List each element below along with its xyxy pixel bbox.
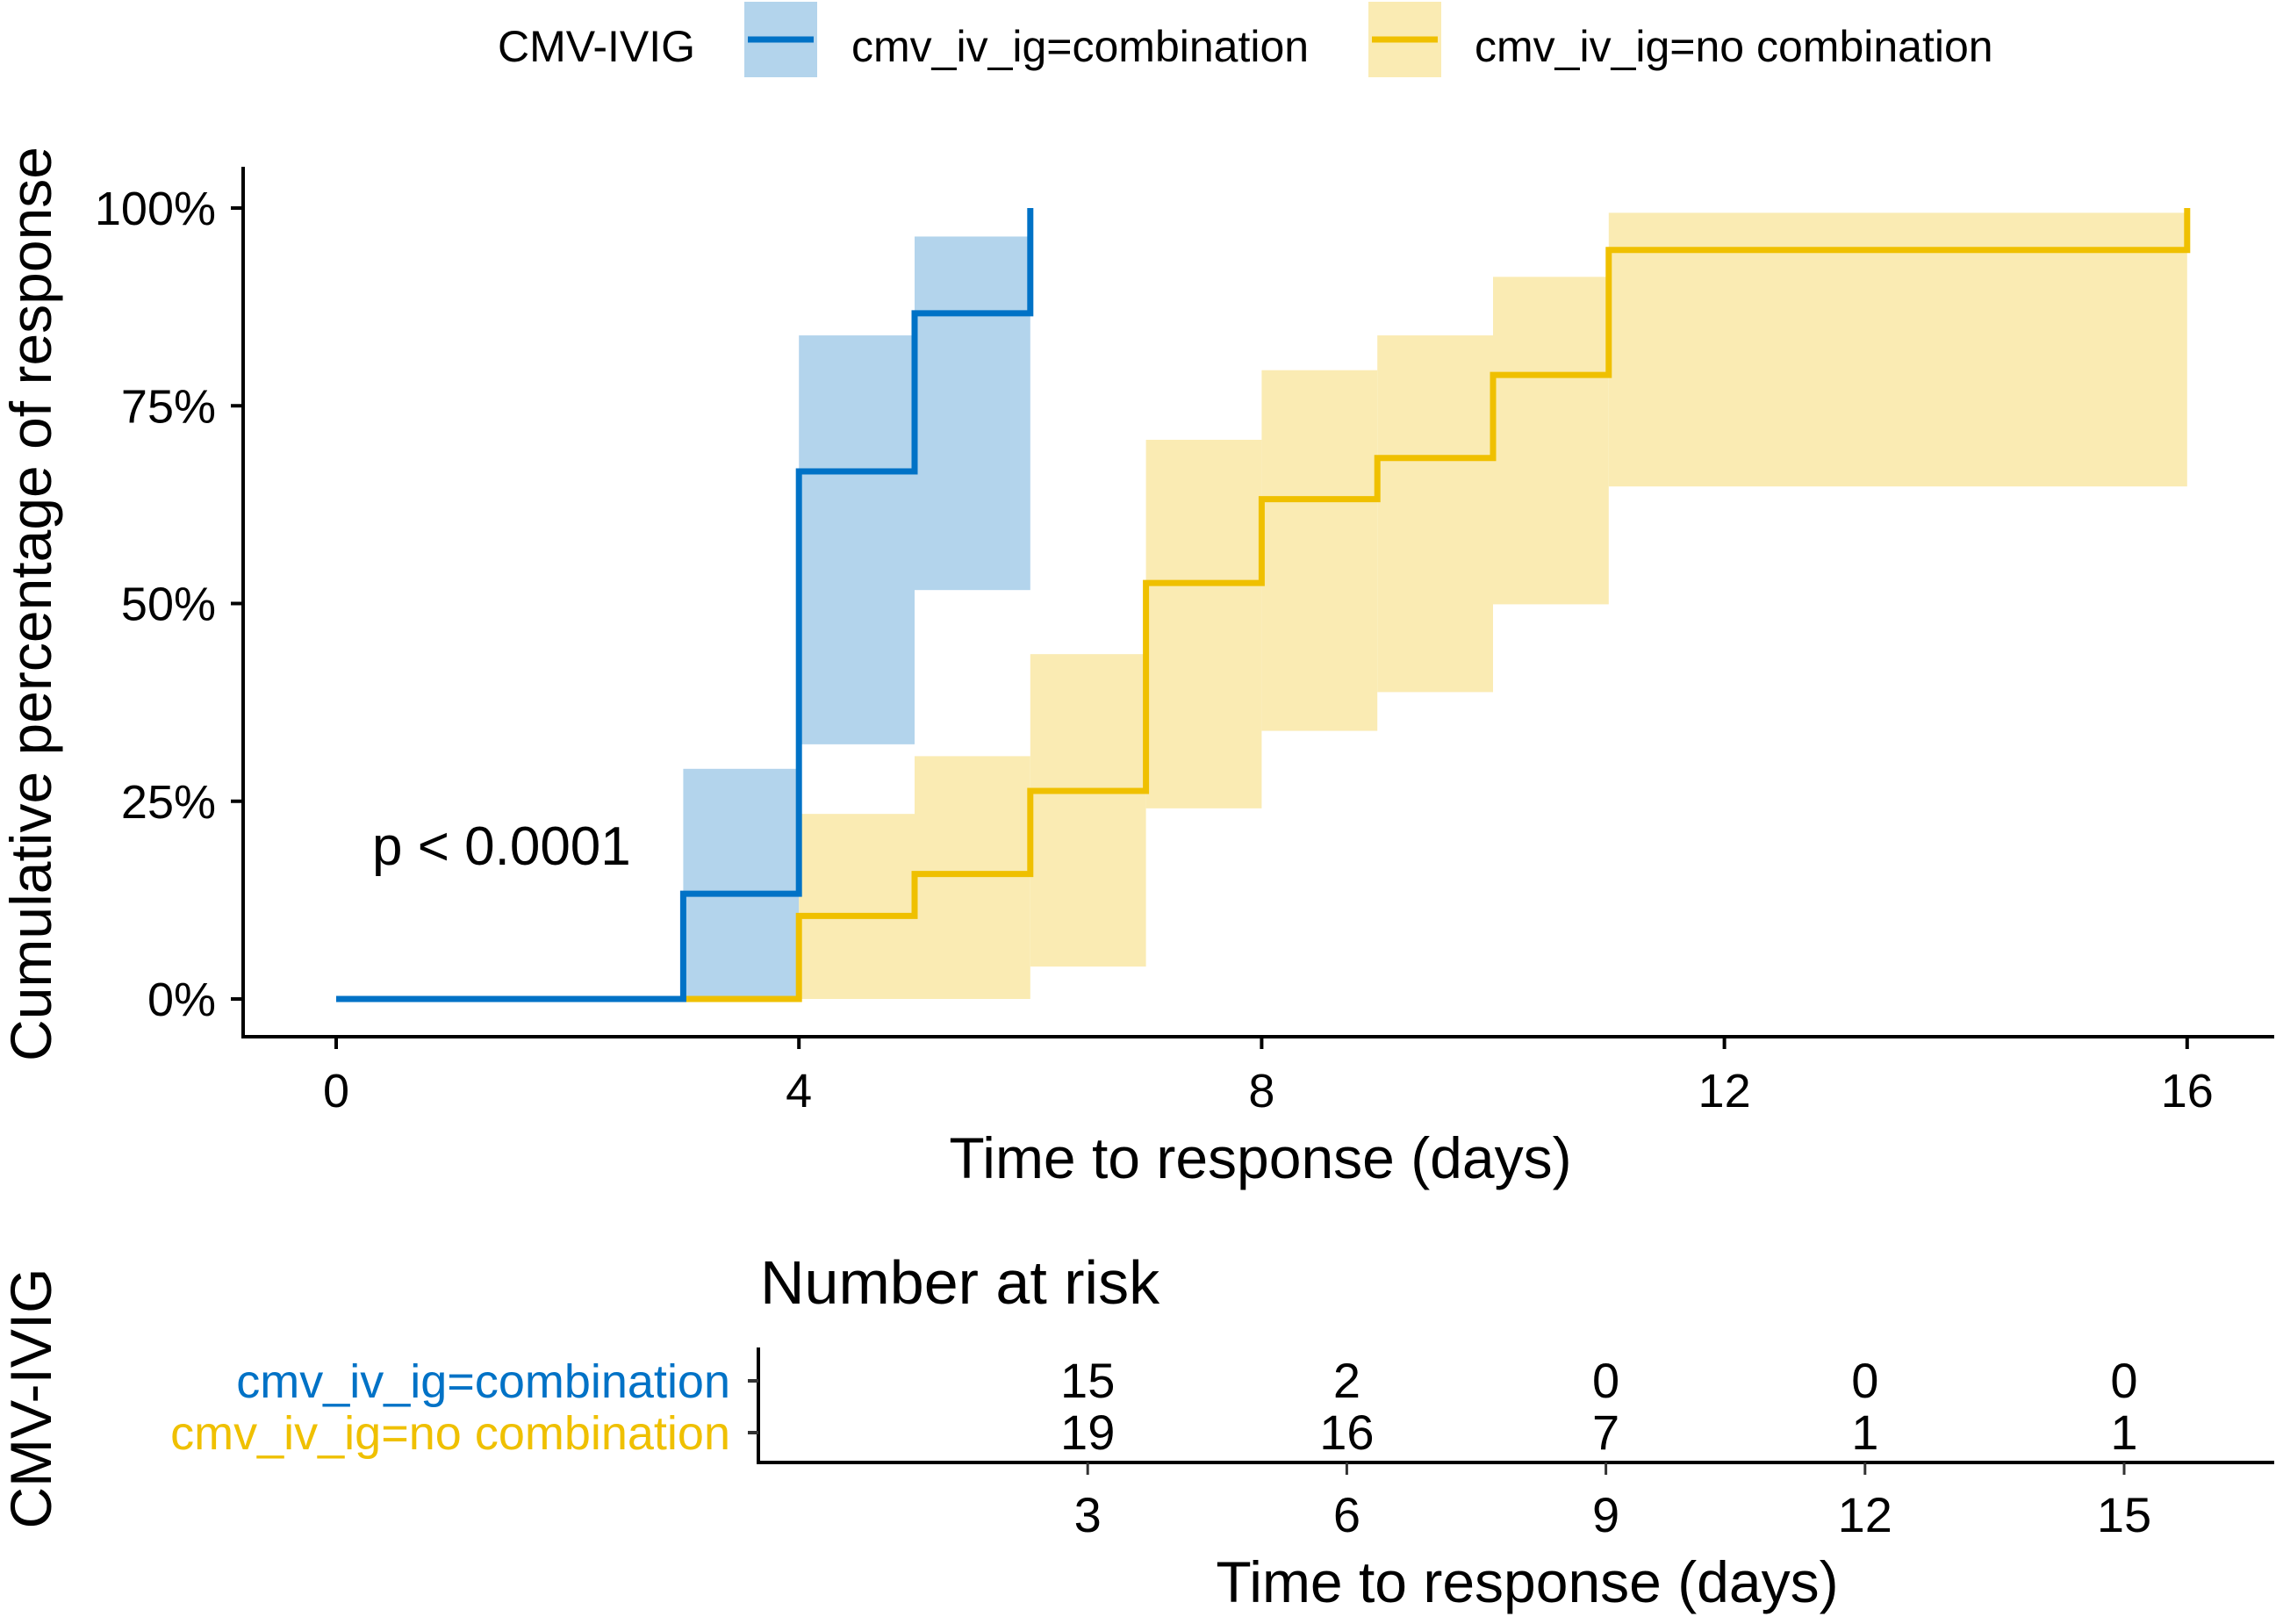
- x-tick-label: 12: [1698, 1065, 1751, 1117]
- ci-band-no-combination: [1377, 335, 1493, 693]
- risk-x-tick-label: 12: [1838, 1487, 1892, 1542]
- ci-band-no-combination: [915, 756, 1030, 999]
- ci-band-no-combination: [1493, 277, 1609, 605]
- risk-table: Number at risk CMV-IVIG cmv_iv_ig=combin…: [0, 1248, 2274, 1614]
- y-tick-label: 75%: [121, 380, 216, 433]
- risk-value-no-combination: 19: [1060, 1405, 1115, 1460]
- y-tick-label: 0%: [147, 974, 216, 1026]
- ci-band-no-combination: [1145, 439, 1262, 808]
- risk-value-combination: 15: [1060, 1353, 1115, 1408]
- y-axis-title: Cumulative percentage of response: [0, 147, 63, 1061]
- legend: CMV-IVIG cmv_iv_ig=combination cmv_iv_ig…: [498, 2, 1993, 77]
- ci-band-combination: [683, 768, 800, 999]
- risk-value-combination: 0: [1592, 1353, 1619, 1408]
- y-tick-label: 25%: [121, 776, 216, 829]
- risk-table-ylabel: CMV-IVIG: [0, 1268, 63, 1528]
- risk-value-combination: 0: [2110, 1353, 2137, 1408]
- y-tick-label: 100%: [95, 183, 216, 235]
- y-tick-label: 50%: [121, 578, 216, 631]
- x-tick-label: 4: [786, 1065, 812, 1117]
- curve-no-combination: [336, 208, 2191, 1002]
- x-axis-title: Time to response (days): [949, 1125, 1571, 1190]
- ci-band-combination: [799, 335, 915, 744]
- ci-band-no-combination: [1030, 654, 1146, 967]
- legend-title: CMV-IVIG: [498, 22, 695, 71]
- legend-label-no-combination[interactable]: cmv_iv_ig=no combination: [1475, 22, 1993, 71]
- risk-row-label-combination: cmv_iv_ig=combination: [236, 1355, 730, 1408]
- ci-band-combination: [915, 236, 1030, 591]
- risk-table-title: Number at risk: [760, 1248, 1160, 1317]
- ci-band-no-combination: [799, 814, 915, 999]
- risk-value-combination: 2: [1333, 1353, 1360, 1408]
- legend-label-combination[interactable]: cmv_iv_ig=combination: [851, 22, 1309, 71]
- x-tick-label: 8: [1248, 1065, 1274, 1117]
- risk-x-tick-label: 6: [1333, 1487, 1360, 1542]
- ci-band-no-combination: [1608, 212, 2187, 487]
- risk-value-no-combination: 1: [1851, 1405, 1878, 1460]
- main-axes: 0% 25% 50% 75% 100% 0 4 8 12 16: [95, 167, 2274, 1117]
- x-ticks: 0 4 8 12 16: [323, 1037, 2214, 1117]
- confidence-bands: [683, 212, 2187, 999]
- survival-curves: [336, 208, 2191, 1002]
- risk-value-combination: 0: [1851, 1353, 1878, 1408]
- x-tick-label: 0: [323, 1065, 349, 1117]
- risk-x-tick-label: 15: [2097, 1487, 2151, 1542]
- x-tick-label: 16: [2161, 1065, 2214, 1117]
- p-value-annotation: p < 0.0001: [372, 816, 631, 877]
- risk-row-label-no-combination: cmv_iv_ig=no combination: [170, 1407, 730, 1460]
- risk-x-tick-label: 9: [1592, 1487, 1619, 1542]
- risk-x-ticks: 3 6 9 12 15: [1074, 1462, 2151, 1542]
- curve-combination: [336, 208, 1034, 1002]
- y-ticks: 0% 25% 50% 75% 100%: [95, 183, 243, 1026]
- risk-x-tick-label: 3: [1074, 1487, 1102, 1542]
- risk-value-no-combination: 1: [2110, 1405, 2137, 1460]
- risk-value-no-combination: 7: [1592, 1405, 1619, 1460]
- risk-value-no-combination: 16: [1319, 1405, 1374, 1460]
- risk-x-axis-title: Time to response (days): [1216, 1549, 1838, 1614]
- risk-values: 15 2 0 0 0 19 16 7 1 1: [1060, 1353, 2138, 1460]
- ci-band-no-combination: [1261, 370, 1378, 731]
